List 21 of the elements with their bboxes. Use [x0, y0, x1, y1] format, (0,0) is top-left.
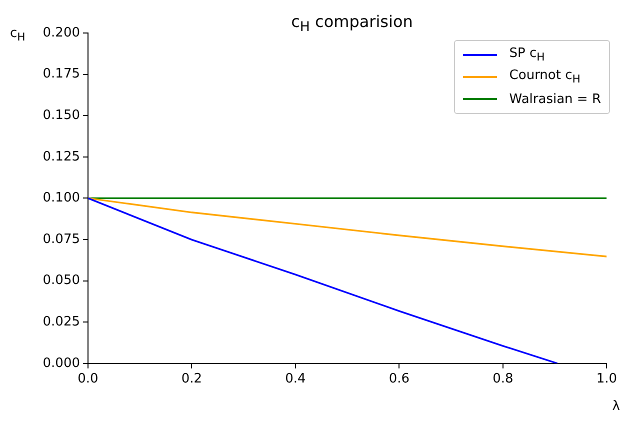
x-tick-label: 0.2 [181, 372, 202, 387]
y-tick-label: 0.075 [42, 232, 80, 247]
y-tick-label: 0.000 [42, 356, 80, 371]
y-axis-title: c$_{H}$ [10, 26, 26, 44]
y-tick-label: 0.125 [42, 149, 80, 164]
x-tick-label: 1.0 [596, 372, 618, 387]
legend-label: Cournot c$_{H}$ [509, 68, 580, 86]
chart-title: c$_{H}$ comparision [290, 12, 414, 36]
y-tick-label: 0.100 [42, 190, 80, 206]
y-tick-label: 0.175 [42, 66, 80, 82]
y-tick-label: 0.200 [42, 25, 80, 40]
legend-label: Walrasian = R [509, 92, 601, 106]
y-tick-label: 0.025 [42, 314, 80, 330]
x-tick-label: 0.8 [492, 372, 514, 387]
y-tick-label: 0.050 [42, 273, 80, 288]
x-tick-label: 0.4 [285, 372, 306, 387]
y-tick-label: 0.150 [42, 108, 80, 123]
x-tick-label: 0.0 [78, 372, 98, 387]
x-tick-label: 0.6 [388, 372, 410, 387]
x-axis-title: λ [612, 399, 620, 414]
legend-label: SP c$_{H}$ [509, 46, 545, 64]
